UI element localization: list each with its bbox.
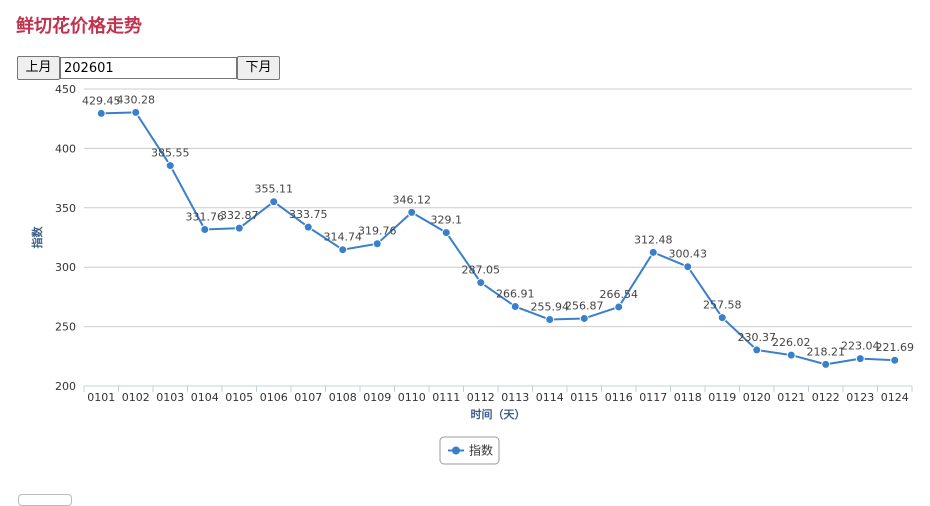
data-label: 333.75 bbox=[289, 208, 328, 221]
data-label: 257.58 bbox=[703, 299, 742, 312]
data-label: 319.76 bbox=[358, 225, 397, 238]
data-label: 312.48 bbox=[634, 233, 673, 246]
data-label: 355.11 bbox=[255, 183, 294, 196]
data-point bbox=[372, 239, 382, 249]
x-tick-label: 0123 bbox=[846, 391, 874, 404]
data-point bbox=[683, 262, 693, 272]
y-tick-label: 300 bbox=[55, 261, 76, 274]
data-label: 221.69 bbox=[876, 341, 915, 354]
x-tick-label: 0112 bbox=[467, 391, 495, 404]
data-label: 255.94 bbox=[531, 301, 570, 314]
data-point bbox=[786, 350, 796, 360]
x-tick-label: 0104 bbox=[191, 391, 219, 404]
data-point bbox=[165, 161, 175, 171]
data-point bbox=[821, 359, 831, 369]
x-tick-label: 0124 bbox=[881, 391, 909, 404]
x-tick-label: 0113 bbox=[501, 391, 529, 404]
y-tick-label: 450 bbox=[55, 83, 76, 96]
data-label: 430.28 bbox=[117, 93, 156, 106]
x-tick-label: 0109 bbox=[363, 391, 391, 404]
data-point bbox=[614, 302, 624, 312]
data-point bbox=[441, 228, 451, 238]
x-axis-title: 时间（天） bbox=[471, 407, 526, 421]
x-tick-label: 0114 bbox=[536, 391, 564, 404]
x-tick-label: 0122 bbox=[812, 391, 840, 404]
page-title: 鲜切花价格走势 bbox=[16, 16, 142, 37]
data-label: 223.04 bbox=[841, 340, 880, 353]
data-point bbox=[131, 107, 141, 117]
y-tick-label: 250 bbox=[55, 321, 76, 334]
x-tick-label: 0121 bbox=[777, 391, 805, 404]
data-label: 314.74 bbox=[324, 231, 363, 244]
x-tick-label: 0108 bbox=[329, 391, 357, 404]
legend[interactable]: 指数 bbox=[439, 436, 500, 465]
data-point bbox=[303, 222, 313, 232]
x-tick-label: 0102 bbox=[122, 391, 150, 404]
x-tick-label: 0118 bbox=[674, 391, 702, 404]
data-point bbox=[717, 313, 727, 323]
data-point bbox=[855, 354, 865, 364]
x-tick-label: 0107 bbox=[294, 391, 322, 404]
legend-label: 指数 bbox=[469, 443, 493, 458]
data-point bbox=[545, 315, 555, 325]
x-tick-label: 0105 bbox=[225, 391, 253, 404]
data-point bbox=[890, 355, 900, 365]
data-point bbox=[96, 108, 106, 118]
y-axis-title: 指数 bbox=[30, 226, 44, 249]
data-label: 266.91 bbox=[496, 288, 535, 301]
x-tick-label: 0101 bbox=[87, 391, 115, 404]
x-tick-label: 0111 bbox=[432, 391, 460, 404]
x-tick-label: 0116 bbox=[605, 391, 633, 404]
next-month-button[interactable]: 下月 bbox=[237, 56, 280, 80]
x-tick-label: 0117 bbox=[639, 391, 667, 404]
data-label: 226.02 bbox=[772, 336, 811, 349]
grid-lines bbox=[84, 88, 912, 387]
prev-month-button[interactable]: 上月 bbox=[17, 56, 60, 80]
data-label: 385.55 bbox=[151, 147, 190, 160]
y-tick-label: 350 bbox=[55, 202, 76, 215]
y-tick-label: 200 bbox=[55, 380, 76, 393]
data-point bbox=[407, 207, 417, 217]
y-axis: 200 250 300 350 400 450 bbox=[55, 83, 76, 393]
data-label: 429.45 bbox=[82, 94, 121, 107]
data-label: 331.76 bbox=[186, 210, 225, 223]
data-label: 256.87 bbox=[565, 299, 604, 312]
y-tick-label: 400 bbox=[55, 142, 76, 155]
data-label: 329.1 bbox=[431, 214, 463, 227]
data-point bbox=[510, 302, 520, 312]
data-point bbox=[476, 278, 486, 288]
x-tick-label: 0120 bbox=[743, 391, 771, 404]
month-input[interactable] bbox=[60, 57, 237, 79]
data-point bbox=[200, 224, 210, 234]
legend-dot-icon bbox=[452, 446, 460, 455]
bottom-control[interactable] bbox=[18, 494, 72, 506]
data-point bbox=[234, 223, 244, 233]
series-line bbox=[101, 111, 895, 366]
data-point bbox=[579, 313, 589, 323]
x-tick-label: 0110 bbox=[398, 391, 426, 404]
x-tick-label: 0119 bbox=[708, 391, 736, 404]
x-tick-label: 0106 bbox=[260, 391, 288, 404]
data-label: 346.12 bbox=[393, 193, 432, 206]
data-label: 218.21 bbox=[807, 345, 846, 358]
data-label: 300.43 bbox=[669, 248, 708, 261]
legend-box[interactable] bbox=[439, 436, 500, 465]
x-axis: 0101 0102 0103 0104 0105 0106 0107 0108 0109 0110… bbox=[83, 385, 913, 404]
data-label: 266.54 bbox=[600, 288, 639, 301]
data-label: 230.37 bbox=[738, 331, 777, 344]
data-label: 287.05 bbox=[462, 264, 501, 277]
data-point bbox=[648, 247, 658, 257]
x-tick-label: 0103 bbox=[156, 391, 184, 404]
data-label: 332.87 bbox=[220, 209, 259, 222]
data-point bbox=[338, 245, 348, 255]
data-point bbox=[752, 345, 762, 355]
x-tick-label: 0115 bbox=[570, 391, 598, 404]
data-point bbox=[269, 197, 279, 207]
